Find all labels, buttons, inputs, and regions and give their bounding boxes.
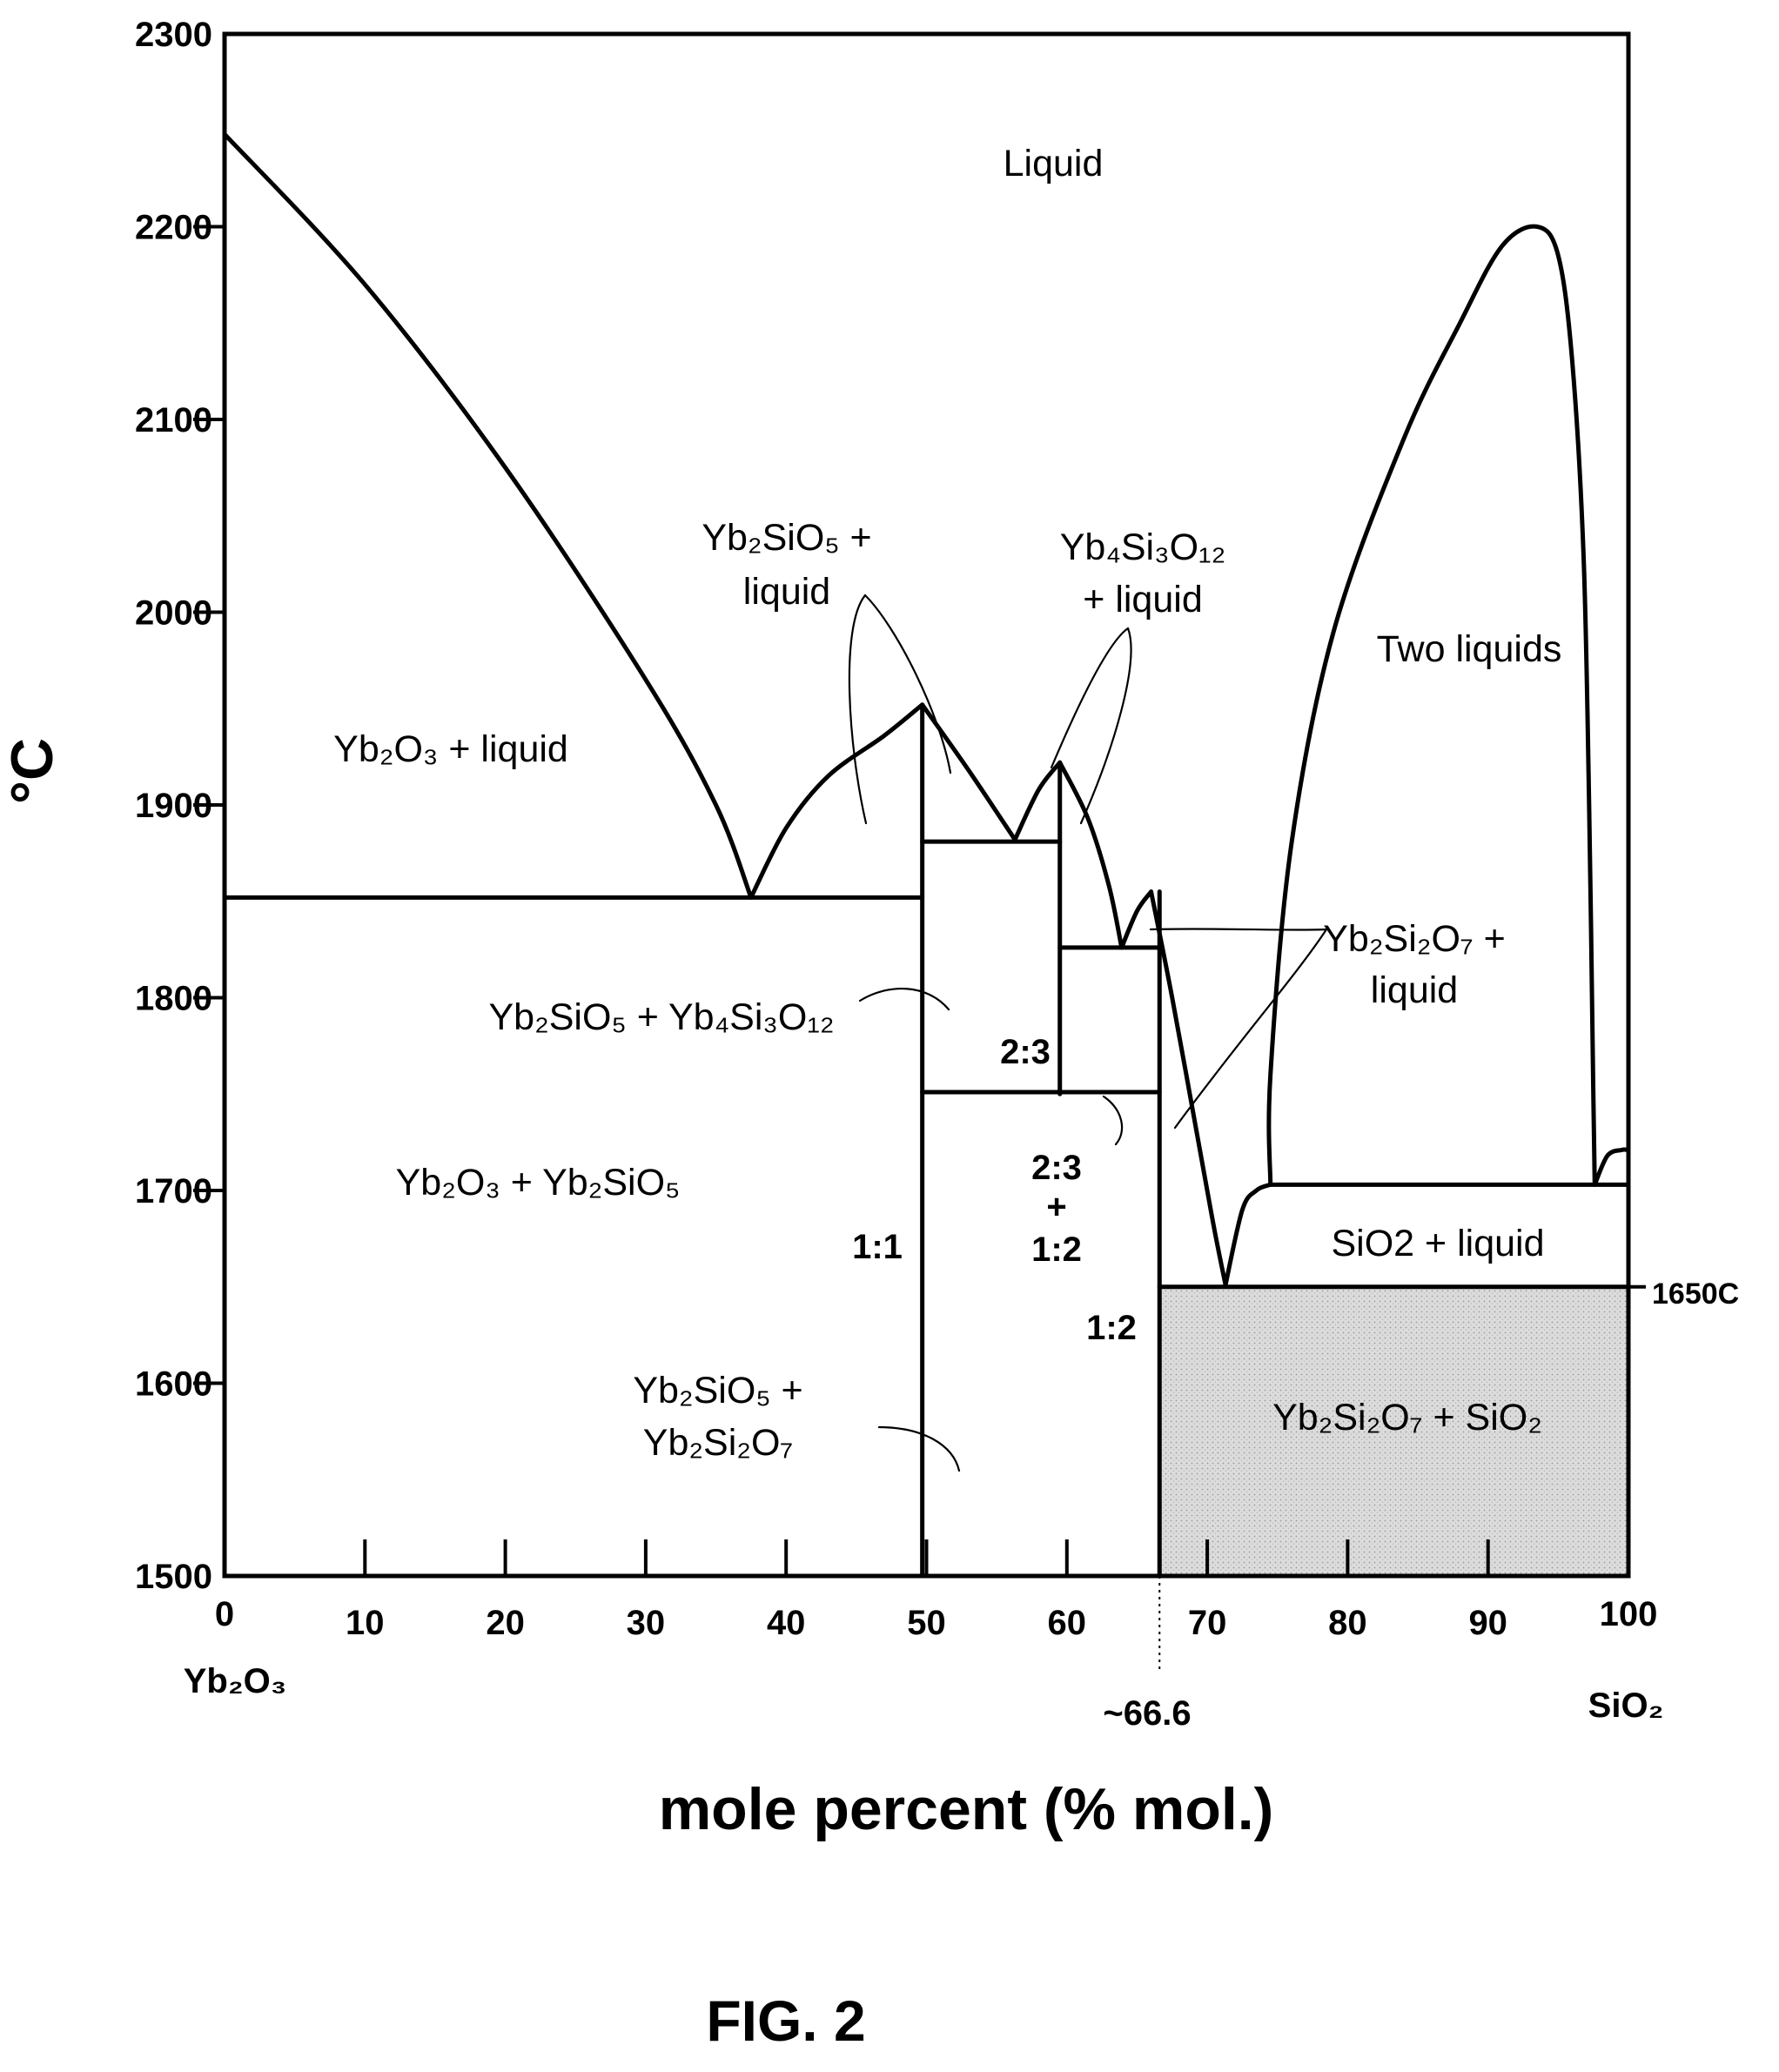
- composition-marker-label: ~66.6: [1103, 1694, 1191, 1733]
- region-label-yb4si3o12-liquid-line1: Yb₄Si₃O₁₂: [1060, 526, 1226, 568]
- boundary-liquidus-Yb2SiO5-left: [749, 702, 925, 900]
- y-tick-label-2300: 2300: [135, 16, 212, 54]
- boundary-liquidus-Yb2SiO5-right: [920, 702, 1017, 842]
- shaded-region-layer: [1159, 1286, 1628, 1576]
- figure-label: FIG. 2: [706, 1988, 865, 2053]
- leader-yb4si3o12-liquid-a: [1050, 627, 1130, 769]
- x-tick-label-40: 40: [767, 1604, 806, 1642]
- boundary-miscibility-gap: [1266, 224, 1597, 1187]
- leader-yb4si3o12-liquid-b: [1079, 627, 1132, 825]
- x-tick-label-0: 0: [215, 1595, 234, 1633]
- region-label-yb2sio5-yb2si2o7-line1: Yb₂SiO₅ +: [633, 1370, 802, 1412]
- y-axis-label: °C: [0, 738, 65, 804]
- y-tick-label-2100: 2100: [135, 401, 212, 439]
- x-tick-label-20: 20: [486, 1604, 525, 1642]
- shaded-region-yb2si2o7-sio2: [1159, 1286, 1628, 1576]
- x-tick-label-60: 60: [1048, 1604, 1087, 1642]
- y-tick-label-1700: 1700: [135, 1172, 212, 1210]
- axis-end-label-yb2o3: Yb₂O₃: [184, 1662, 287, 1700]
- x-tick-label-70: 70: [1188, 1604, 1227, 1642]
- x-tick-label-10: 10: [346, 1604, 385, 1642]
- region-label-yb4si3o12-liquid-line2: + liquid: [1083, 579, 1202, 620]
- y-tick-label-2000: 2000: [135, 594, 212, 633]
- y-tick-label-1600: 1600: [135, 1365, 212, 1404]
- x-tick-label-100: 100: [1600, 1595, 1658, 1633]
- temperature-marker-label: 1650C: [1652, 1277, 1739, 1311]
- leader-lines: [848, 593, 1328, 1472]
- boundary-liquidus-Yb2O3: [222, 131, 754, 900]
- compound-label-1-1: 1:1: [852, 1228, 903, 1266]
- mix-label-2-3: 2:3: [1031, 1149, 1082, 1187]
- y-tick-label-1800: 1800: [135, 980, 212, 1018]
- y-tick-label-2200: 2200: [135, 209, 212, 247]
- x-tick-label-90: 90: [1468, 1604, 1507, 1642]
- region-label-two-liquids: Two liquids: [1377, 628, 1562, 670]
- x-tick-label-30: 30: [627, 1604, 666, 1642]
- mix-label-1-2: 1:2: [1031, 1230, 1082, 1269]
- region-label-sio2-liquid: SiO2 + liquid: [1331, 1223, 1544, 1264]
- boundary-liquidus-Yb2Si2O7-right: [1149, 889, 1228, 1288]
- leader-yb2sio5-liquid-a: [848, 593, 868, 825]
- boundary-liquidus-Yb4Si3O12-right: [1057, 760, 1124, 950]
- region-label-yb2o3-liquid: Yb₂O₃ + liquid: [333, 728, 568, 770]
- leader-yb2sio5-yb2si2o7: [877, 1425, 961, 1472]
- phase-boundaries: [222, 131, 1631, 1579]
- y-tick-label-1500: 1500: [135, 1558, 212, 1596]
- x-tick-label-50: 50: [907, 1604, 946, 1642]
- region-label-yb2sio5-liquid-line2: liquid: [743, 571, 830, 613]
- mix-label-plus: +: [1046, 1188, 1066, 1226]
- region-label-liquid: Liquid: [1004, 143, 1104, 184]
- region-label-yb2sio5-yb2si2o7-line2: Yb₂Si₂O₇: [643, 1422, 793, 1464]
- leader-yb2si2o7-liquid-b: [1173, 928, 1328, 1130]
- region-labels: Liquid Two liquids Yb₂O₃ + liquid Yb₂SiO…: [0, 143, 1739, 2053]
- region-label-yb2sio5-liquid-line1: Yb₂SiO₅ +: [702, 517, 871, 559]
- boundary-liquidus-Yb4Si3O12-left: [1012, 760, 1063, 842]
- region-label-yb2o3-yb2sio5: Yb₂O₃ + Yb₂SiO₅: [396, 1162, 681, 1204]
- region-label-yb2si2o7-liquid-line2: liquid: [1371, 969, 1458, 1011]
- compound-label-2-3: 2:3: [1000, 1033, 1051, 1071]
- axis-end-label-sio2: SiO₂: [1588, 1686, 1664, 1725]
- leader-2-3-mix: [1102, 1095, 1124, 1146]
- leader-yb2sio5-yb4si3o12: [858, 988, 950, 1011]
- region-label-yb2sio5-yb4si3o12: Yb₂SiO₅ + Yb₄Si₃O₁₂: [488, 996, 834, 1038]
- leader-yb2sio5-liquid-b: [863, 593, 952, 774]
- x-axis-label: mole percent (% mol.): [659, 1776, 1274, 1842]
- boundary-liquidus-Yb2Si2O7-left: [1119, 889, 1154, 950]
- axis-ticks: 0 10 20 30 40 50 60 70 80 90 100 1500 1600 1700 1800 19…: [135, 16, 1657, 1642]
- boundary-liquidus-SiO2-high: [1592, 1147, 1631, 1187]
- region-label-yb2si2o7-sio2: Yb₂Si₂O₇ + SiO₂: [1272, 1397, 1542, 1438]
- compound-label-1-2: 1:2: [1086, 1309, 1137, 1347]
- y-tick-label-1900: 1900: [135, 787, 212, 825]
- region-label-yb2si2o7-liquid-line1: Yb₂Si₂O₇ +: [1323, 918, 1506, 960]
- boundary-liquidus-SiO2: [1223, 1182, 1273, 1288]
- x-tick-label-80: 80: [1328, 1604, 1367, 1642]
